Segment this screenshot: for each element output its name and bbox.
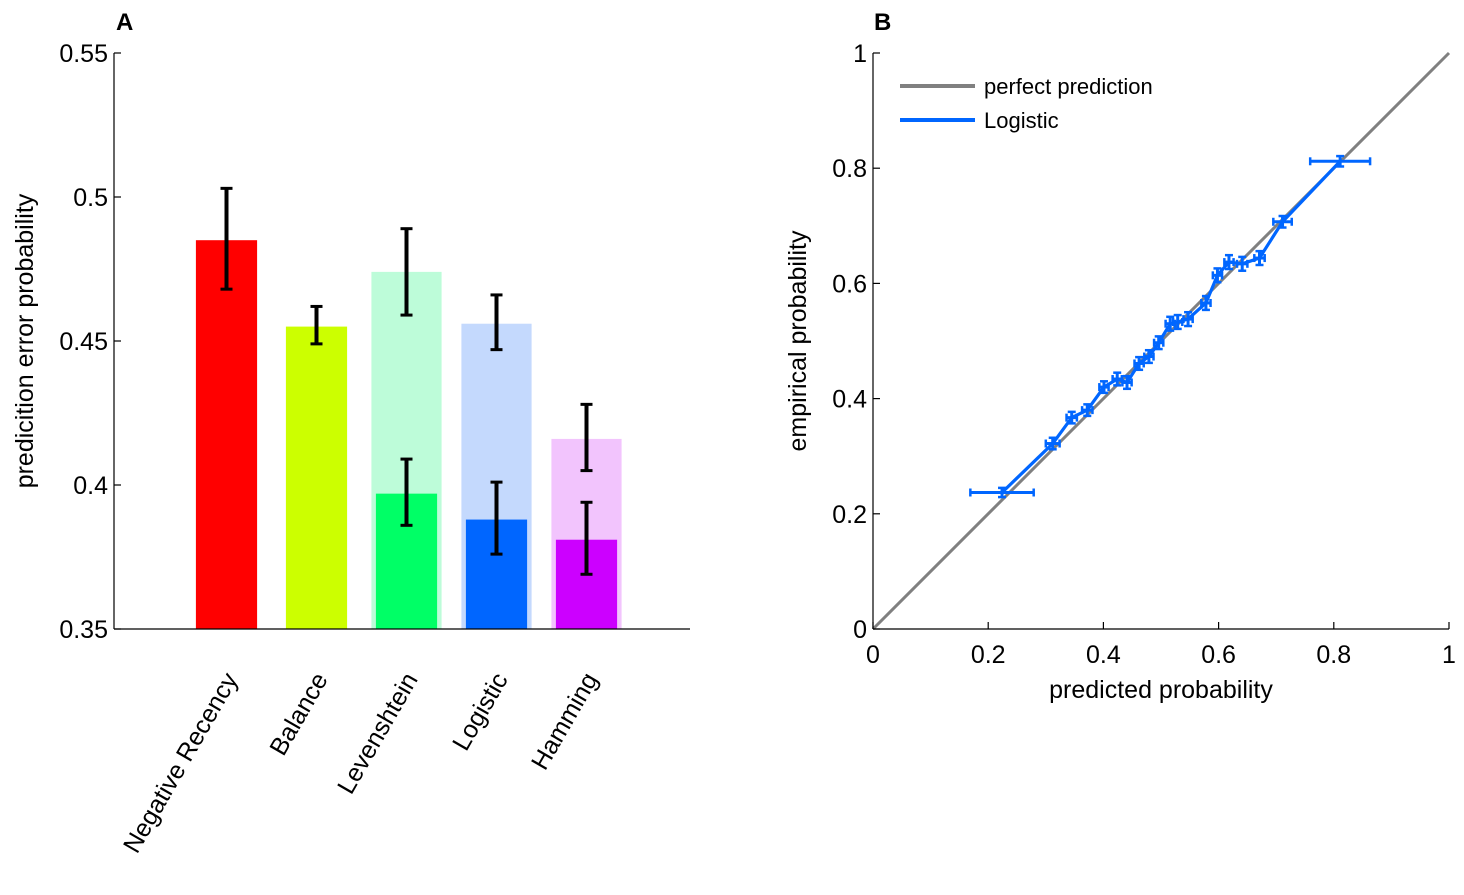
panel-b-ticks: 0 0.2 0.4 0.6 0.8 1 0 0.2 0.4 0.6 0.8 1 (832, 40, 1456, 669)
logistic-point (1211, 267, 1224, 284)
y-tick-label: 0.4 (73, 472, 108, 500)
panel-a-bars (195, 240, 618, 629)
x-tick-label: 0.2 (971, 641, 1006, 669)
y-tick-label: 0.35 (59, 616, 108, 644)
error-bar-negative-recency (220, 186, 233, 291)
panel-a-y-axis-label: predicition error probability (11, 193, 39, 488)
panel-a-letter: A (116, 9, 133, 36)
bar-negative-recency (195, 240, 258, 629)
panel-b-letter: B (874, 9, 891, 36)
panel-b-lines (871, 51, 1451, 631)
panel-a: A 0.35 0.4 0.45 0.5 0.55 Negative Recency Bal… (11, 9, 690, 858)
category-label-levenshtein: Levenshtein (332, 668, 424, 799)
logistic-point (1044, 436, 1061, 451)
x-tick-label: 0 (866, 641, 880, 669)
logistic-point (1171, 313, 1184, 331)
error-bar-logistic-full (490, 293, 503, 352)
x-tick-label: 1 (1442, 641, 1456, 669)
panel-b-y-axis-label: empirical probability (784, 230, 812, 451)
logistic-point (1065, 410, 1079, 425)
legend-label-perfect-prediction: perfect prediction (984, 74, 1153, 99)
panel-a-background-bars (371, 271, 622, 629)
error-bar-balance (310, 304, 323, 346)
panel-b: B 0 0.2 0.4 0.6 0.8 1 0 0.2 0.4 0.6 0.8 1 predicted… (784, 9, 1456, 704)
legend-label-logistic: Logistic (984, 108, 1059, 133)
y-tick-label: 1 (853, 40, 867, 68)
y-tick-label: 0.45 (59, 328, 108, 356)
error-bar-hamming-full (580, 402, 593, 473)
y-tick-label: 0.8 (832, 155, 867, 183)
x-tick-label: 0.8 (1316, 641, 1351, 669)
logistic-point (1272, 214, 1294, 229)
error-bar-levenshtein-full (400, 227, 413, 317)
panel-a-error-bars (220, 186, 593, 576)
category-label-balance: Balance (264, 668, 333, 760)
bar-balance (285, 326, 348, 629)
panel-b-x-axis-label: predicted probability (1049, 676, 1273, 704)
error-bar-hamming-subset (580, 500, 593, 576)
error-bar-levenshtein-subset (400, 457, 413, 527)
logistic-point (1182, 310, 1194, 328)
x-tick-label: 0.4 (1086, 641, 1121, 669)
error-bar-logistic-subset (490, 480, 503, 556)
logistic-point (1253, 249, 1266, 267)
category-label-hamming: Hamming (526, 668, 604, 775)
y-tick-label: 0.5 (73, 184, 108, 212)
logistic-point (1143, 348, 1155, 365)
logistic-point (1133, 355, 1145, 372)
logistic-point (1235, 255, 1249, 272)
y-tick-label: 0.6 (832, 270, 867, 298)
x-tick-label: 0.6 (1201, 641, 1236, 669)
logistic-point (1200, 294, 1212, 312)
logistic-point (969, 486, 1035, 499)
logistic-point (1098, 380, 1110, 395)
logistic-point (1080, 403, 1094, 418)
y-tick-label: 0.55 (59, 40, 108, 68)
logistic-point (1308, 154, 1372, 168)
category-label-negative-recency: Negative Recency (118, 668, 244, 858)
logistic-point (1152, 335, 1165, 351)
y-tick-label: 0.2 (832, 501, 867, 529)
category-label-logistic: Logistic (447, 668, 514, 755)
y-tick-label: 0.4 (832, 386, 867, 414)
panel-a-y-ticks: 0.35 0.4 0.45 0.5 0.55 (59, 40, 121, 644)
logistic-point (1223, 253, 1235, 271)
logistic-point (1121, 374, 1133, 391)
y-tick-label: 0 (853, 616, 867, 644)
panel-b-legend: perfect prediction Logistic (900, 74, 1153, 133)
